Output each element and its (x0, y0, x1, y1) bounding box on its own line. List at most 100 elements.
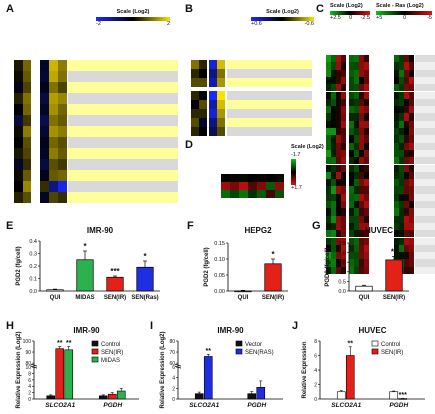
panel-A-heat-cell (58, 137, 67, 148)
panel-A-heat-cell (58, 170, 67, 181)
panel-A-row-label (68, 181, 178, 192)
y-tick-label: 6 (28, 378, 31, 384)
y-tick-label: 80 (25, 361, 31, 367)
panel-C-heat-cell (394, 69, 399, 77)
panel-C-heat-cell (409, 69, 414, 77)
panel-C-heat-cell (404, 135, 409, 143)
panel-D-heat-cell (257, 182, 266, 190)
panel-C-heat-cell (341, 69, 346, 77)
legend-label: Control (101, 342, 120, 348)
significance-star: ** (66, 340, 72, 347)
panel-A-heat-cell (58, 159, 67, 170)
panel-C-heat-cell (331, 201, 336, 209)
panel-C-heat-cell (409, 164, 414, 172)
panel-C-heat-cell (394, 193, 399, 201)
panel-C-scale-bar (330, 10, 370, 15)
panel-C-heat-cell (404, 215, 409, 223)
bar (194, 393, 204, 400)
panel-B-heat-cell (199, 78, 207, 87)
panel-C-gene-label (415, 266, 435, 274)
panel-C-heat-cell (341, 84, 346, 92)
panel-C-heat-cell (349, 76, 354, 85)
panel-C-heat-cell (404, 55, 409, 63)
panel-C-heat-cell (326, 244, 331, 253)
panel-C-gene-label (415, 201, 435, 209)
panel-C-heat-cell (399, 222, 404, 231)
panel-B-scale-max: -0.6 (304, 20, 314, 27)
panel-A-heat-cell (40, 137, 49, 148)
panel-C-heat-cell (331, 215, 336, 223)
panel-C-heat-cell (336, 69, 341, 77)
panel-B-row-label (227, 118, 312, 127)
panel-C-heat-cell (336, 149, 341, 158)
panel-C-heat-cell (359, 149, 364, 158)
panel-C-heat-cell (354, 266, 359, 274)
panel-A-heat-cell (40, 115, 49, 126)
y-tick-label: 4 (314, 368, 317, 374)
panel-C-heat-cell (349, 91, 354, 99)
axis-break (30, 363, 38, 367)
panel-B-scale-min: +0.6 (251, 20, 262, 27)
panel-D-heat-cell (257, 174, 266, 182)
panel-C-heat-cell (331, 135, 336, 143)
panel-C-heat-cell (326, 186, 331, 194)
panel-C-heat-cell (326, 266, 331, 274)
panel-D-heat-cell (221, 174, 230, 182)
panel-C-gene-label (415, 193, 435, 201)
panel-C-heat-cell (364, 62, 369, 70)
panel-C-gene-label (415, 186, 435, 194)
y-tick-label: 0.0 (29, 289, 37, 295)
panel-C-scale2-min: +5 (376, 14, 383, 21)
panel-B-heat-cell (199, 60, 207, 69)
panel-C-heat-cell (326, 98, 331, 107)
significance-star: ** (57, 340, 63, 347)
panel-C-gene-label (415, 230, 435, 238)
panel-C-heat-cell (399, 215, 404, 223)
panel-D-heat-cell (230, 182, 239, 190)
panel-C-gene-label (415, 208, 435, 216)
panel-C-letter: C (316, 3, 324, 15)
panel-C-heat-cell (404, 128, 409, 136)
panel-C-heat-cell (336, 230, 341, 238)
panel-C-heat-cell (399, 55, 404, 63)
panel-C-scale2-max: -5 (427, 14, 432, 21)
panel-A-heat-cell (58, 181, 67, 192)
panel-D-heat-cell (248, 190, 257, 198)
panel-C-heat-cell (359, 69, 364, 77)
panel-C-heat-cell (326, 208, 331, 216)
panel-C-heat-cell (336, 164, 341, 172)
panel-C-heat-cell (349, 128, 354, 136)
panel-A-heat-cell (14, 148, 23, 159)
panel-C-heat-cell (404, 69, 409, 77)
panel-C-gene-label (415, 91, 435, 99)
panel-A-heat-cell (49, 181, 58, 192)
panel-C-heat-cell (354, 91, 359, 99)
panel-A-row-label (68, 126, 178, 137)
panel-C-heat-cell (331, 98, 336, 107)
panel-C-heat-cell (409, 179, 414, 187)
bar (355, 285, 373, 292)
panel-C-heat-cell (349, 222, 354, 231)
panel-C-heat-cell (409, 171, 414, 180)
panel-B-heat-cell (199, 118, 207, 127)
panel-A-row-label (68, 159, 178, 170)
panel-C-heat-cell (349, 179, 354, 187)
panel-C-heat-cell (359, 201, 364, 209)
y-tick-label: 80 (169, 339, 175, 345)
panel-C-heat-cell (354, 55, 359, 63)
bar (234, 290, 252, 293)
panel-C-heat-cell (404, 252, 409, 260)
bar (389, 391, 399, 400)
panel-C-heat-cell (404, 98, 409, 107)
x-tick-label: SLCO2A1 (189, 402, 219, 409)
panel-C-heat-cell (394, 62, 399, 70)
panel-C-heat-cell (394, 208, 399, 216)
panel-C-heat-cell (394, 113, 399, 121)
panel-B-heat-cell (217, 100, 225, 109)
panel-C-heat-cell (399, 106, 404, 114)
panel-C-heat-cell (341, 62, 346, 70)
panel-C-heat-cell (399, 193, 404, 201)
panel-C-heat-cell (336, 266, 341, 274)
panel-C-heat-cell (364, 193, 369, 201)
panel-C-heat-cell (409, 113, 414, 121)
